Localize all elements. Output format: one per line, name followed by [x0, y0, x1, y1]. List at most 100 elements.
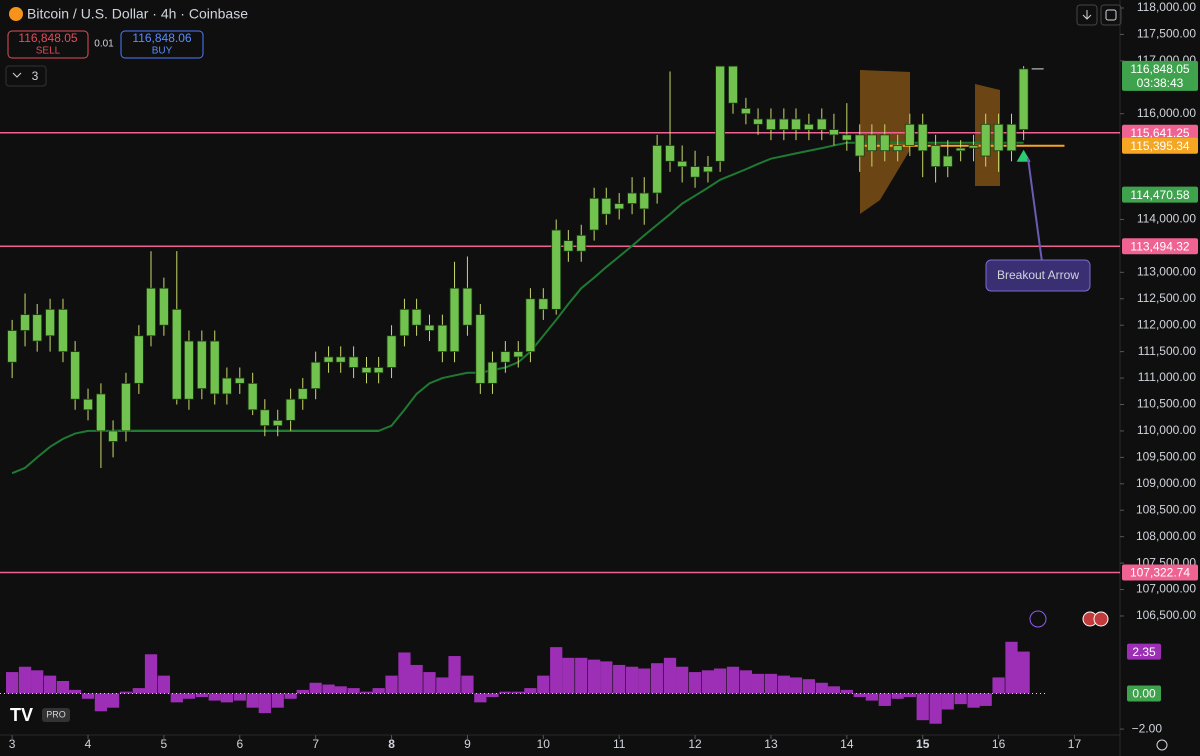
y-tick-label: 112,000.00 — [1137, 317, 1196, 331]
symbol-title: Bitcoin / U.S. Dollar · 4h · Coinbase — [27, 6, 248, 22]
candle-body — [399, 308, 410, 337]
candle-body — [247, 382, 258, 411]
candle-body — [589, 197, 600, 231]
candle-body — [386, 335, 397, 368]
candle-body — [70, 351, 81, 400]
buy-label: BUY — [152, 46, 173, 57]
candle-body — [234, 377, 245, 384]
candle-body — [829, 129, 839, 136]
level-label-text: 115,641.25 — [1130, 126, 1189, 140]
settings-icon[interactable] — [1156, 739, 1168, 751]
candle-body — [538, 298, 549, 310]
osc-tick-label: 2.35 — [1132, 645, 1156, 659]
oscillator-bar — [132, 688, 145, 694]
candle-body — [83, 398, 93, 411]
x-tick-label: 17 — [1068, 737, 1082, 751]
candle-body — [677, 160, 688, 168]
x-tick-label: 7 — [312, 737, 319, 751]
fullscreen-icon — [1105, 9, 1117, 21]
x-tick-label: 3 — [9, 737, 16, 751]
oscillator-bar — [789, 677, 803, 694]
candle-body — [563, 240, 574, 252]
candle-body — [980, 123, 991, 157]
pro-badge — [42, 708, 70, 722]
candle-body — [285, 398, 296, 421]
candle-body — [930, 145, 941, 168]
candle-body — [993, 123, 1004, 152]
candle-body — [904, 123, 915, 146]
candle-body — [525, 298, 536, 353]
candle-body — [942, 155, 953, 168]
indicator-count: 3 — [32, 69, 39, 83]
osc-label-box — [1127, 643, 1161, 660]
x-tick-label: 5 — [161, 737, 168, 751]
oscillator-bar — [512, 691, 525, 694]
oscillator-bar — [979, 693, 992, 706]
sell-button[interactable] — [7, 30, 89, 59]
candle-body — [753, 118, 763, 125]
oscillator-bar — [878, 693, 891, 706]
x-tick-label: 13 — [764, 737, 778, 751]
candle-body — [917, 123, 928, 152]
y-tick-label: 110,500.00 — [1137, 397, 1196, 411]
oscillator-bar — [764, 673, 778, 694]
ma-label-box — [1122, 186, 1198, 203]
candle-body — [475, 314, 486, 384]
y-tick-label: 106,500.00 — [1136, 608, 1196, 622]
scroll-button[interactable] — [1076, 4, 1098, 26]
x-tick-label: 9 — [464, 737, 471, 751]
oscillator-bar — [258, 693, 271, 714]
candle-body — [614, 203, 625, 210]
candle-body — [184, 340, 194, 400]
candle-body — [879, 134, 890, 152]
pro-label: PRO — [46, 709, 66, 719]
oscillator-bar — [182, 693, 196, 699]
oscillator-bar — [220, 693, 234, 703]
candle-body — [816, 118, 827, 130]
y-tick-label: 112,500.00 — [1137, 291, 1196, 305]
oscillator-bar — [562, 657, 575, 694]
candle-body — [576, 234, 587, 252]
indicators-toggle[interactable] — [5, 65, 47, 87]
oscillator-bar — [170, 693, 183, 703]
sell-label: SELL — [36, 46, 61, 57]
oscillator-bar — [688, 672, 702, 694]
oscillator-bar — [537, 675, 550, 694]
oscillator-bar — [284, 693, 297, 699]
price-timer: 03:38:43 — [1137, 76, 1184, 90]
candle-body — [500, 351, 511, 363]
oscillator-bar — [1017, 651, 1030, 694]
candle-body — [171, 308, 182, 400]
oscillator-bar — [474, 693, 487, 703]
candle-body — [32, 314, 43, 342]
candle-body — [411, 308, 422, 326]
oscillator-bar — [385, 675, 398, 694]
candle-body — [639, 192, 650, 210]
y-tick-label: 109,500.00 — [1136, 450, 1196, 464]
candle-body — [665, 145, 675, 162]
candle-body — [1018, 68, 1029, 130]
fullscreen-button[interactable] — [1100, 4, 1122, 26]
candle-body — [373, 367, 384, 374]
candle-body — [221, 377, 232, 395]
oscillator-bar — [865, 693, 878, 701]
buy-button[interactable] — [120, 30, 204, 59]
x-tick-label: 15 — [916, 737, 930, 751]
event-icon — [1029, 610, 1047, 628]
oscillator-bar — [486, 693, 499, 698]
y-tick-label: 111,000.00 — [1138, 370, 1197, 384]
x-tick-label: 12 — [688, 737, 702, 751]
oscillator-bar — [815, 682, 828, 694]
oscillator-bar — [575, 657, 588, 694]
oscillator-bar — [967, 693, 980, 708]
candle-body — [209, 340, 220, 395]
oscillator-bar — [891, 693, 904, 699]
oscillator-bar — [208, 693, 221, 701]
candle-body — [7, 330, 18, 363]
oscillator-bar — [827, 686, 841, 694]
candle-body — [715, 65, 726, 162]
candle-body — [627, 192, 638, 205]
oscillator-bar — [941, 693, 954, 710]
oscillator-bar — [94, 693, 108, 712]
